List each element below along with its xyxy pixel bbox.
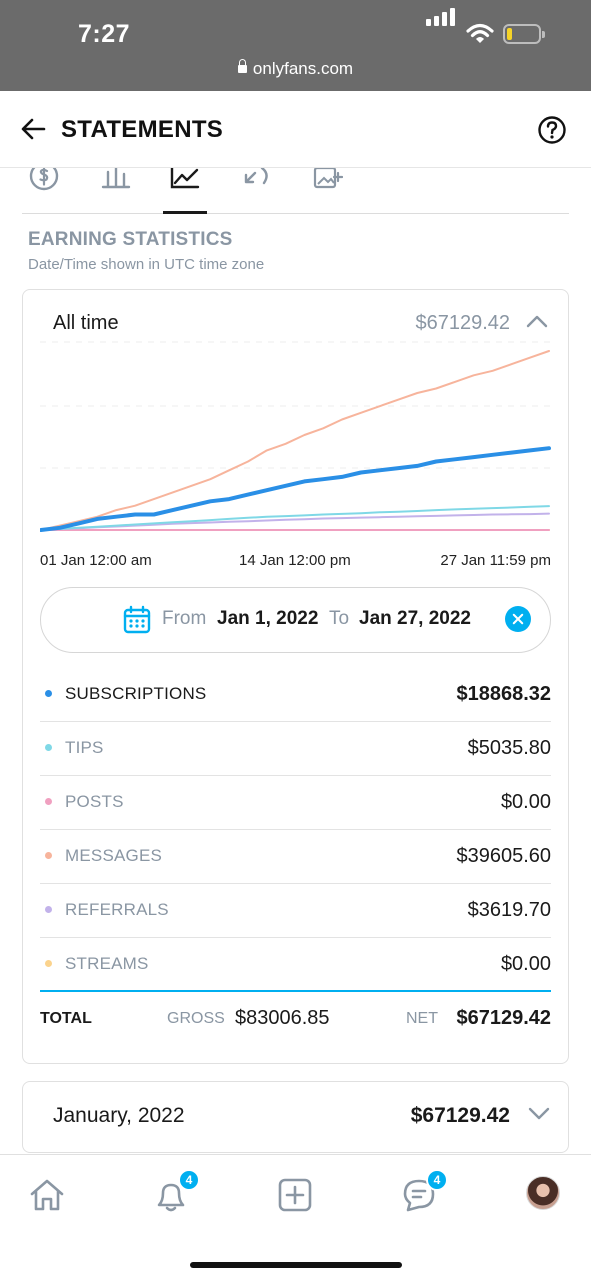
breakdown-row-subscriptions: SUBSCRIPTIONS $18868.32 <box>40 668 551 722</box>
status-bar: 7:27 onlyfans.com <box>0 0 591 91</box>
refund-arrow-icon <box>244 168 268 185</box>
row-amount: $39605.60 <box>456 845 551 867</box>
breakdown-row-tips: TIPS $5035.80 <box>40 722 551 776</box>
legend-dot <box>45 744 52 751</box>
notifications-button[interactable]: 4 <box>151 1169 200 1215</box>
home-icon[interactable] <box>27 1175 67 1215</box>
breakdown-row-referrals: REFERRALS $3619.70 <box>40 884 551 938</box>
earnings-chart <box>40 341 551 532</box>
row-label: REFERRALS <box>65 900 169 919</box>
legend-dot <box>45 906 52 913</box>
tab-statistics[interactable] <box>163 168 207 192</box>
chevron-up-icon[interactable] <box>526 314 548 328</box>
help-icon[interactable] <box>537 115 567 145</box>
x-tick-label-end: 27 Jan 11:59 pm <box>440 552 551 569</box>
breakdown-list: SUBSCRIPTIONS $18868.32 TIPS $5035.80 PO… <box>40 668 551 992</box>
month-label: January, 2022 <box>53 1104 185 1127</box>
period-total: $67129.42 <box>415 312 510 334</box>
net-label: NET <box>406 1010 438 1027</box>
legend-dot <box>45 690 52 697</box>
section-subtitle: Date/Time shown in UTC time zone <box>28 256 265 273</box>
x-tick-label-middle: 14 Jan 12:00 pm <box>239 552 351 569</box>
section-title: EARNING STATISTICS <box>28 229 233 250</box>
x-tick-label-start: 01 Jan 12:00 am <box>40 552 152 569</box>
gross-value: $83006.85 <box>235 1007 330 1029</box>
bell-icon <box>157 1183 185 1212</box>
line-chart-icon <box>170 168 200 189</box>
row-amount: $3619.70 <box>467 899 551 921</box>
row-amount: $5035.80 <box>467 737 551 759</box>
url-text: onlyfans.com <box>252 59 354 78</box>
page-title: STATEMENTS <box>61 116 224 143</box>
series-line-messages <box>40 350 550 531</box>
notifications-badge: 4 <box>178 1169 200 1191</box>
avatar[interactable] <box>526 1176 560 1210</box>
date-range-picker[interactable]: From Jan 1, 2022 To Jan 27, 2022 <box>40 587 551 653</box>
row-amount: $18868.32 <box>456 683 551 705</box>
gross-label: GROSS <box>167 1010 225 1027</box>
row-label: SUBSCRIPTIONS <box>65 684 207 703</box>
bar-chart-icon <box>101 168 131 189</box>
tab-chargebacks[interactable] <box>234 168 278 192</box>
to-label: To <box>329 608 350 629</box>
dollar-icon <box>29 168 59 191</box>
series-line-tips <box>40 505 550 531</box>
add-post-icon[interactable] <box>275 1175 315 1215</box>
chevron-down-icon[interactable] <box>528 1107 550 1121</box>
net-value: $67129.42 <box>456 1007 551 1029</box>
row-label: STREAMS <box>65 954 149 973</box>
back-arrow-icon[interactable] <box>20 116 46 142</box>
row-amount: $0.00 <box>500 791 551 813</box>
messages-button[interactable]: 4 <box>399 1169 448 1215</box>
breakdown-row-streams: STREAMS $0.00 <box>40 938 551 992</box>
period-label: All time <box>53 312 119 334</box>
battery-icon <box>503 24 545 44</box>
month-amount: $67129.42 <box>410 1104 510 1127</box>
clear-date-button[interactable] <box>505 606 531 632</box>
status-time: 7:27 <box>78 20 131 48</box>
start-date[interactable]: Jan 1, 2022 <box>217 608 319 629</box>
end-date[interactable]: Jan 27, 2022 <box>359 608 471 629</box>
active-tab-indicator <box>163 211 207 214</box>
tab-payouts[interactable] <box>94 168 138 192</box>
earnings-card: All time $67129.42 01 Jan 12:00 am 14 Ja… <box>22 289 569 1064</box>
messages-badge: 4 <box>426 1169 448 1191</box>
bottom-navigation: 4 4 <box>0 1154 591 1280</box>
legend-dot <box>45 798 52 805</box>
row-amount: $0.00 <box>500 953 551 975</box>
tab-earnings[interactable] <box>22 168 66 192</box>
from-label: From <box>162 608 207 629</box>
row-label: POSTS <box>65 792 124 811</box>
row-label: TIPS <box>65 738 104 757</box>
totals-row: TOTAL GROSS $83006.85 NET $67129.42 <box>40 1006 551 1036</box>
tab-referrals[interactable] <box>305 168 349 192</box>
breakdown-row-posts: POSTS $0.00 <box>40 776 551 830</box>
page-header: STATEMENTS <box>0 91 591 168</box>
home-indicator <box>190 1262 402 1268</box>
legend-dot <box>45 960 52 967</box>
wifi-icon <box>466 23 494 43</box>
total-label: TOTAL <box>40 1010 92 1027</box>
legend-dot <box>45 852 52 859</box>
calendar-icon <box>123 605 151 634</box>
breakdown-row-messages: MESSAGES $39605.60 <box>40 830 551 884</box>
statement-tabs <box>22 168 569 214</box>
lock-icon <box>237 59 247 73</box>
series-line-subscriptions <box>40 446 551 532</box>
row-label: MESSAGES <box>65 846 163 865</box>
url-bar[interactable]: onlyfans.com <box>0 59 591 79</box>
image-star-icon <box>313 168 343 189</box>
month-summary-card[interactable]: January, 2022 $67129.42 <box>22 1081 569 1153</box>
